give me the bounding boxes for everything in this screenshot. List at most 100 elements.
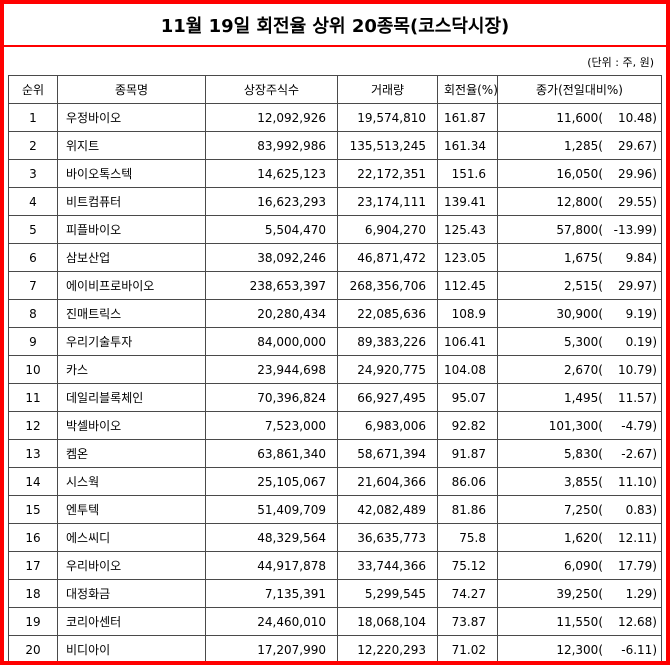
turnover-cell: 75.8 (437, 523, 498, 552)
table-row: 15 엔투텍 51,409,709 42,082,489 81.86 7,250(0.83… (8, 495, 662, 524)
close-price-cell: 101,300( -4.79) (497, 411, 662, 440)
close-price: 11,550( (556, 614, 603, 629)
stock-name-cell: 바이오톡스텍 (57, 159, 206, 188)
table-row: 10 카스 23,944,698 24,920,775 104.08 2,670(10.7… (8, 355, 662, 384)
rank-cell: 13 (8, 439, 58, 468)
close-price: 1,620( (563, 530, 603, 545)
table-row: 1 우정바이오 12,092,926 19,574,810 161.87 11,600(1… (8, 103, 662, 132)
close-price-cell: 7,250(0.83) (497, 495, 662, 524)
close-price: 7,250( (563, 502, 603, 517)
close-change: -4.79) (621, 418, 657, 433)
close-price-cell: 30,900(9.19) (497, 299, 662, 328)
close-price-cell: 11,550( 12.68) (497, 607, 662, 636)
close-change: 10.79) (617, 362, 657, 377)
close-change: -2.67) (621, 446, 657, 461)
rank-cell: 17 (8, 551, 58, 580)
listed-shares-cell: 5,504,470 (205, 215, 338, 244)
turnover-cell: 151.6 (437, 159, 498, 188)
stock-name-cell: 위지트 (57, 131, 206, 160)
listed-shares-cell: 12,092,926 (205, 103, 338, 132)
volume-cell: 23,174,111 (337, 187, 438, 216)
column-header-2: 상장주식수 (205, 75, 338, 104)
rank-cell: 15 (8, 495, 58, 524)
table-row: 2 위지트 83,992,986 135,513,245 161.34 1,285(29.… (8, 131, 662, 160)
rank-cell: 7 (8, 271, 58, 300)
volume-cell: 46,871,472 (337, 243, 438, 272)
turnover-cell: 75.12 (437, 551, 498, 580)
close-price: 16,050( (556, 166, 603, 181)
close-change: 29.67) (617, 138, 657, 153)
table-row: 5 피플바이오 5,504,470 6,904,270 125.43 57,800(-13… (8, 215, 662, 244)
listed-shares-cell: 17,207,990 (205, 635, 338, 661)
close-change: 29.96) (617, 166, 657, 181)
close-price: 3,855( (563, 474, 603, 489)
table-row: 18 대정화금 7,135,391 5,299,545 74.27 39,250(1.29… (8, 579, 662, 608)
table-row: 19 코리아센터 24,460,010 18,068,104 73.87 11,550(1… (8, 607, 662, 636)
volume-cell: 6,983,006 (337, 411, 438, 440)
close-price: 6,090( (563, 558, 603, 573)
close-price-cell: 5,830( -2.67) (497, 439, 662, 468)
page-title: 11월 19일 회전율 상위 20종목(코스닥시장) (160, 16, 510, 37)
table-row: 6 삼보산업 38,092,246 46,871,472 123.05 1,675(9.8… (8, 243, 662, 272)
close-price-cell: 12,800(29.55) (497, 187, 662, 216)
listed-shares-cell: 23,944,698 (205, 355, 338, 384)
turnover-table: 순위 종목명 상장주식수 거래량 회전율(%) 종가(전일대비%) 1 우정바이오 12,09… (8, 75, 662, 661)
table-row: 13 켐온 63,861,340 58,671,394 91.87 5,830(-2.67… (8, 439, 662, 468)
close-price: 1,285( (563, 138, 603, 153)
listed-shares-cell: 38,092,246 (205, 243, 338, 272)
close-price: 2,670( (563, 362, 603, 377)
volume-cell: 89,383,226 (337, 327, 438, 356)
listed-shares-cell: 48,329,564 (205, 523, 338, 552)
volume-cell: 18,068,104 (337, 607, 438, 636)
close-change: 12.68) (617, 614, 657, 629)
column-header-5: 종가(전일대비%) (497, 75, 662, 104)
volume-cell: 22,172,351 (337, 159, 438, 188)
volume-cell: 24,920,775 (337, 355, 438, 384)
turnover-cell: 86.06 (437, 467, 498, 496)
stock-name-cell: 비트컴퓨터 (57, 187, 206, 216)
table-row: 9 우리기술투자 84,000,000 89,383,226 106.41 5,300(0… (8, 327, 662, 356)
turnover-cell: 108.9 (437, 299, 498, 328)
stock-name-cell: 카스 (57, 355, 206, 384)
table-row: 4 비트컴퓨터 16,623,293 23,174,111 139.41 12,800(2… (8, 187, 662, 216)
volume-cell: 42,082,489 (337, 495, 438, 524)
close-price: 5,830( (563, 446, 603, 461)
stock-name-cell: 우정바이오 (57, 103, 206, 132)
stock-name-cell: 데일리블록체인 (57, 383, 206, 412)
rank-cell: 19 (8, 607, 58, 636)
turnover-cell: 104.08 (437, 355, 498, 384)
rank-cell: 5 (8, 215, 58, 244)
close-change: 17.79) (617, 558, 657, 573)
table-body: 1 우정바이오 12,092,926 19,574,810 161.87 11,600(1… (8, 103, 662, 661)
volume-cell: 21,604,366 (337, 467, 438, 496)
listed-shares-cell: 16,623,293 (205, 187, 338, 216)
stock-name-cell: 박셀바이오 (57, 411, 206, 440)
volume-cell: 135,513,245 (337, 131, 438, 160)
turnover-cell: 95.07 (437, 383, 498, 412)
stock-name-cell: 우리바이오 (57, 551, 206, 580)
close-change: 29.97) (617, 278, 657, 293)
rank-cell: 8 (8, 299, 58, 328)
listed-shares-cell: 7,523,000 (205, 411, 338, 440)
close-price-cell: 11,600( 10.48) (497, 103, 662, 132)
turnover-cell: 123.05 (437, 243, 498, 272)
listed-shares-cell: 51,409,709 (205, 495, 338, 524)
listed-shares-cell: 25,105,067 (205, 467, 338, 496)
close-price: 11,600( (556, 110, 603, 125)
close-price: 101,300( (548, 418, 603, 433)
turnover-cell: 71.02 (437, 635, 498, 661)
column-header-0: 순위 (8, 75, 58, 104)
listed-shares-cell: 70,396,824 (205, 383, 338, 412)
table-row: 16 에스씨디 48,329,564 36,635,773 75.8 1,620(12.1… (8, 523, 662, 552)
close-price-cell: 39,250(1.29) (497, 579, 662, 608)
close-change: 11.57) (617, 390, 657, 405)
title-bar: 11월 19일 회전율 상위 20종목(코스닥시장) (4, 4, 666, 47)
close-change: 10.48) (617, 110, 657, 125)
close-change: 9.19) (625, 306, 657, 321)
volume-cell: 5,299,545 (337, 579, 438, 608)
rank-cell: 16 (8, 523, 58, 552)
turnover-cell: 161.34 (437, 131, 498, 160)
close-price-cell: 2,515(29.97) (497, 271, 662, 300)
turnover-cell: 81.86 (437, 495, 498, 524)
